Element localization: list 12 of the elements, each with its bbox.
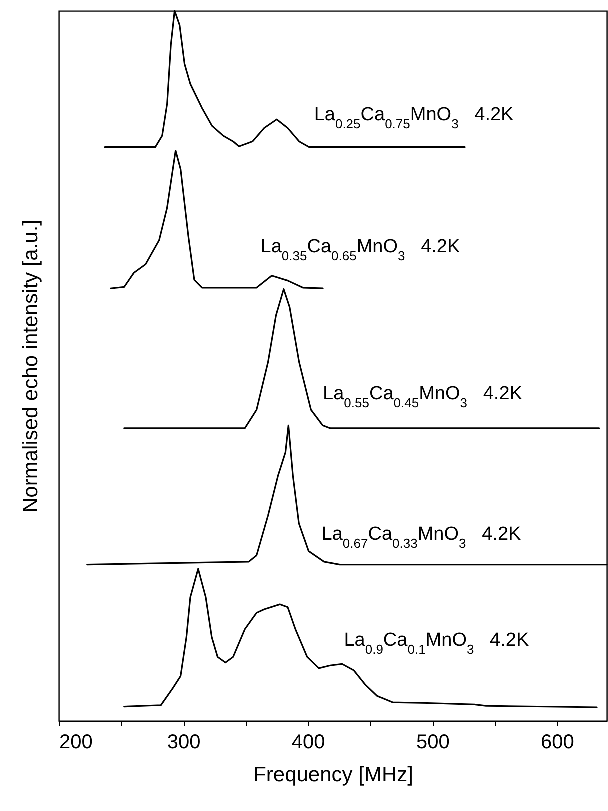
x-tick-label: 500 <box>416 732 450 754</box>
x-axis-title: Frequency [MHz] <box>254 764 414 786</box>
text: La$_{0.25}$Ca$_{0.75}$MnO$_{3}$ 4.2K <box>314 104 514 131</box>
x-tick-label: 300 <box>167 732 201 754</box>
text: La$_{0.9}$Ca$_{0.1}$MnO$_{3}$ 4.2K <box>344 630 530 656</box>
x-tick-label: 400 <box>292 732 326 754</box>
y-axis-title: Normalised echo intensity [a.u.] <box>20 220 42 513</box>
text: La$_{0.35}$Ca$_{0.65}$MnO$_{3}$ 4.2K <box>260 236 460 264</box>
x-tick-label: 600 <box>540 732 574 754</box>
text: La$_{0.67}$Ca$_{0.33}$MnO$_{3}$ 4.2K <box>322 524 522 550</box>
x-tick-label: 200 <box>60 732 93 754</box>
text: La$_{0.55}$Ca$_{0.45}$MnO$_{3}$ 4.2K <box>323 383 522 410</box>
